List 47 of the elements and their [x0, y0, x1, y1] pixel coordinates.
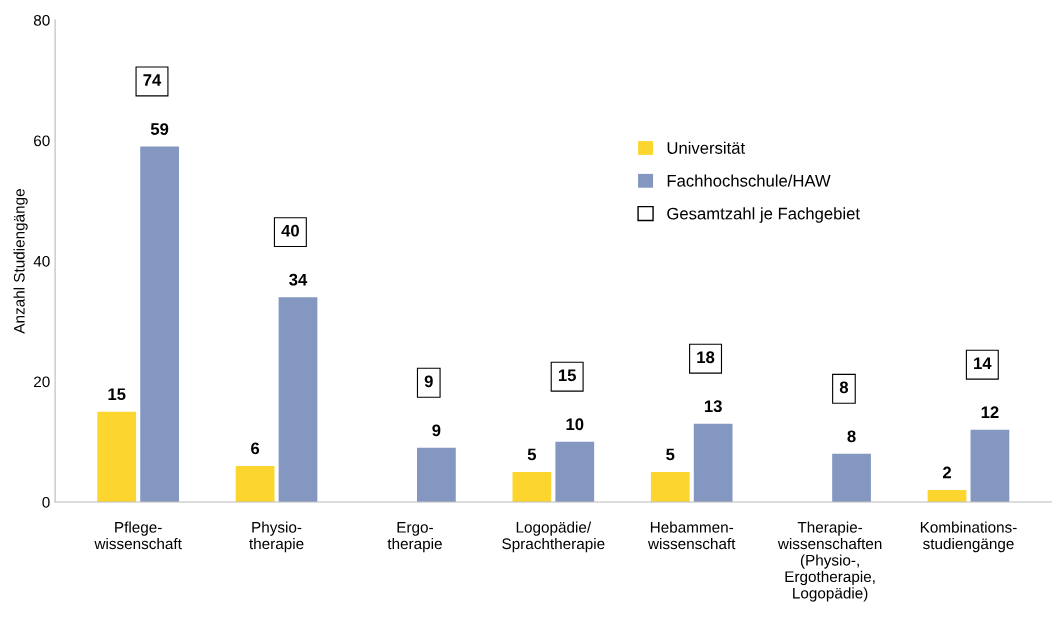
data-label: 9 — [432, 424, 441, 437]
bar — [97, 411, 137, 503]
data-label: 5 — [527, 448, 537, 461]
y-tick-label: 60 — [34, 135, 50, 147]
data-label: 5 — [666, 448, 675, 461]
y-tick-label: 80 — [33, 14, 50, 26]
data-label: 59 — [150, 123, 169, 135]
data-label: 8 — [847, 430, 856, 443]
y-axis-title: Anzahl Studiengänge — [13, 189, 28, 334]
annotation: 9 — [424, 375, 433, 388]
x-tick-label: Ergo- therapie — [387, 522, 442, 553]
bar — [278, 297, 318, 503]
bar — [927, 490, 967, 503]
bar — [235, 465, 275, 503]
data-label: 12 — [981, 406, 999, 418]
bar — [832, 453, 871, 503]
bar — [650, 471, 690, 503]
legend-label: Universität — [667, 141, 746, 154]
y-tick-label: 20 — [34, 376, 50, 388]
annotation: 15 — [558, 369, 576, 382]
x-tick-label: Physio- therapie — [249, 521, 304, 553]
annotation: Gesamtzahl je Fachgebiet — [667, 207, 860, 223]
bar — [417, 447, 456, 503]
data-label: 13 — [704, 400, 722, 413]
data-label: 6 — [251, 442, 260, 455]
x-tick-label: Kombinations- studiengänge — [920, 521, 1017, 553]
bar — [970, 429, 1010, 503]
legend-label: Fachhochschule/HAW — [667, 174, 831, 187]
y-tick-label: 40 — [33, 255, 50, 267]
x-tick-label: Hebammen- wissenschaft — [647, 521, 736, 550]
data-label: 34 — [289, 273, 308, 286]
x-tick-label: Logopädie/ Sprachtherapie — [502, 521, 605, 553]
bar — [512, 471, 552, 503]
y-tick-label: 0 — [42, 496, 50, 508]
data-label: 2 — [942, 466, 951, 479]
bar — [555, 441, 595, 503]
annotation: 74 — [143, 74, 162, 86]
bar — [140, 146, 179, 503]
data-label: 15 — [108, 388, 126, 401]
bar — [693, 423, 733, 503]
annotation: 40 — [281, 224, 299, 237]
annotation: 18 — [697, 351, 715, 364]
x-tick-label: Pflege- wissenschaft — [94, 521, 182, 550]
data-label: 10 — [566, 418, 584, 431]
annotation: 14 — [974, 357, 992, 369]
x-tick-label: Therapie- wissenschaften (Physio-, Ergotherapie, Logopädie) — [777, 521, 882, 602]
annotation: 8 — [839, 381, 849, 394]
